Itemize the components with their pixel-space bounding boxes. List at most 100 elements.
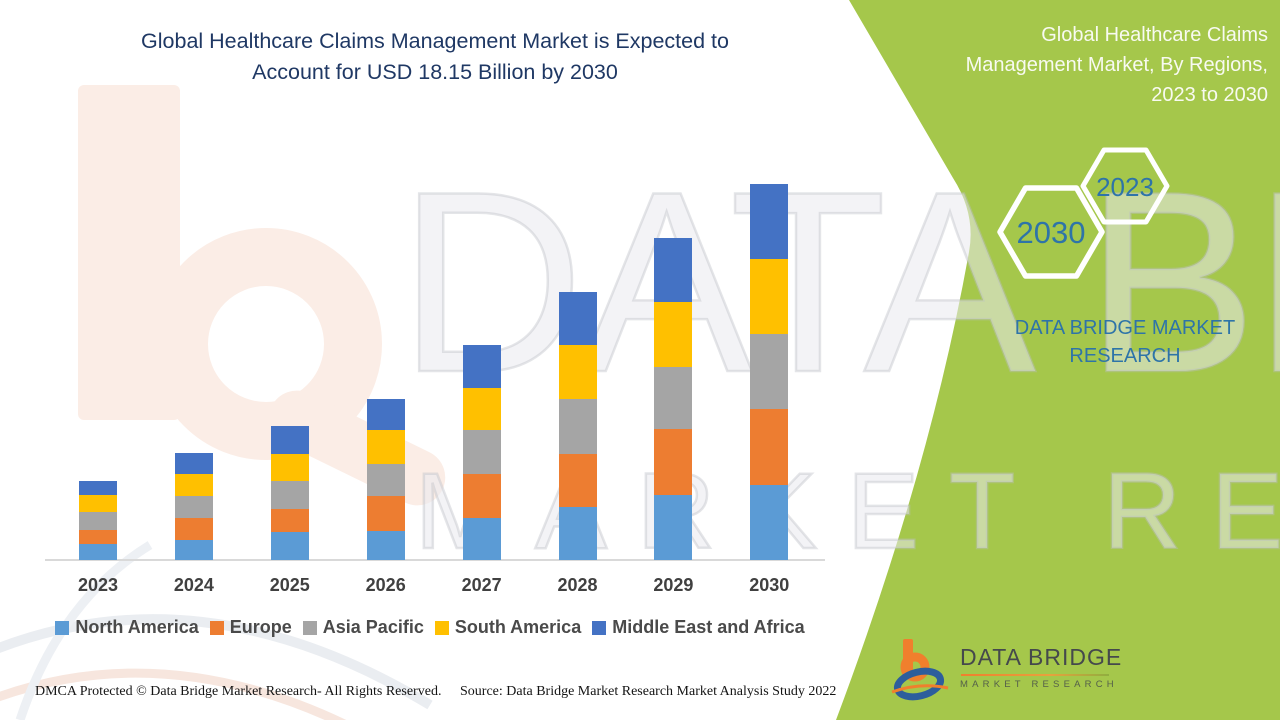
- side-brand-line2: RESEARCH: [1069, 345, 1181, 367]
- x-axis-label-2025: 2025: [269, 575, 310, 595]
- side-title-line2: Management Market, By Regions,: [965, 54, 1268, 76]
- bar-segment-south-america: [558, 345, 597, 400]
- bar-segment-north-america: [654, 495, 693, 560]
- logo-name: DATA BRIDGE: [960, 644, 1123, 670]
- x-axis-line: [45, 559, 825, 561]
- bar-segment-middle-east-and-africa: [654, 238, 693, 302]
- bar-2026: [366, 399, 405, 560]
- bar-segment-north-america: [558, 506, 597, 560]
- legend: North America Europe Asia Pacific South Ame…: [25, 617, 835, 638]
- hexagon-2030-outline: [997, 185, 1105, 279]
- bars-layer: [79, 184, 789, 560]
- side-panel-title: Global Healthcare Claims Management Mark…: [848, 20, 1268, 110]
- bar-segment-north-america: [366, 530, 405, 560]
- bar-segment-south-america: [462, 387, 501, 431]
- hexagon-2023-label: 2023: [1096, 172, 1154, 202]
- bar-segment-europe: [750, 409, 789, 486]
- bar-segment-south-america: [270, 454, 309, 481]
- bar-2027: [462, 345, 501, 560]
- x-axis-label-2029: 2029: [653, 575, 694, 595]
- bar-segment-north-america: [174, 539, 213, 560]
- bar-segment-europe: [558, 453, 597, 507]
- bar-segment-europe: [270, 508, 309, 533]
- bar-segment-asia-pacific: [750, 333, 789, 410]
- legend-item-middle-east-and-africa: Middle East and Africa: [592, 617, 805, 638]
- main-title-line2: Account for USD 18.15 Billion by 2030: [252, 60, 618, 84]
- bar-segment-asia-pacific: [558, 399, 597, 454]
- legend-swatch: [592, 620, 607, 635]
- bar-2028: [558, 291, 597, 560]
- hexagon-2023-outline: [1080, 147, 1170, 225]
- legend-swatch: [55, 620, 70, 635]
- side-title-line3: 2023 to 2030: [1151, 84, 1268, 106]
- x-axis-label-2023: 2023: [77, 575, 119, 595]
- bar-2024: [174, 452, 213, 560]
- bar-segment-south-america: [654, 301, 693, 368]
- legend-label: North America: [75, 617, 199, 637]
- footer-dmca-text: DMCA Protected © Data Bridge Market Rese…: [35, 684, 442, 699]
- legend-swatch: [302, 620, 317, 635]
- x-axis-label-2027: 2027: [461, 575, 502, 595]
- bar-segment-middle-east-and-africa: [366, 399, 405, 431]
- bar-segment-south-america: [174, 474, 213, 497]
- bar-segment-south-america: [79, 495, 117, 512]
- bar-segment-asia-pacific: [79, 511, 117, 530]
- logo-subname: MARKET RESEARCH: [960, 679, 1118, 690]
- legend-item-south-america: South America: [434, 617, 582, 638]
- legend-label: Middle East and Africa: [612, 617, 805, 637]
- bar-segment-middle-east-and-africa: [270, 426, 309, 454]
- bar-segment-asia-pacific: [462, 430, 501, 475]
- legend-item-north-america: North America: [55, 617, 199, 638]
- side-brand-line1: DATA BRIDGE MARKET: [1014, 317, 1236, 339]
- bar-segment-europe: [174, 518, 213, 540]
- bar-2025: [270, 426, 309, 560]
- main-title-line1: Global Healthcare Claims Management Mark…: [141, 29, 729, 53]
- legend-label: Asia Pacific: [322, 617, 424, 637]
- bar-segment-middle-east-and-africa: [462, 345, 501, 388]
- bar-segment-europe: [79, 529, 117, 545]
- bar-segment-north-america: [79, 544, 117, 560]
- bar-segment-middle-east-and-africa: [558, 291, 597, 346]
- x-axis-labels: 2023 2024 2025 2026 2027 2028 2029 2030: [77, 575, 790, 595]
- watermark-logo-b: [78, 85, 455, 515]
- legend-label: Europe: [229, 617, 292, 637]
- legend-item-europe: Europe: [209, 617, 292, 638]
- bar-segment-europe: [462, 474, 501, 518]
- hexagon-2030-label: 2030: [1017, 215, 1086, 250]
- bar-segment-middle-east-and-africa: [174, 452, 213, 475]
- legend-label: South America: [454, 617, 582, 637]
- footer-source-text: Source: Data Bridge Market Research Mark…: [460, 684, 837, 699]
- legend-swatch: [434, 620, 449, 635]
- legend-swatch: [209, 620, 224, 635]
- bar-segment-europe: [366, 496, 405, 531]
- legend-item-asia-pacific: Asia Pacific: [302, 617, 424, 638]
- bar-segment-europe: [654, 429, 693, 496]
- x-axis-label-2030: 2030: [749, 575, 790, 595]
- dbmr-logo-icon: [891, 639, 949, 701]
- bar-segment-south-america: [750, 258, 789, 334]
- bar-segment-middle-east-and-africa: [750, 184, 789, 259]
- side-brand-text: DATA BRIDGE MARKET RESEARCH: [960, 314, 1280, 370]
- bar-segment-north-america: [750, 485, 789, 560]
- bar-2023: [79, 480, 117, 560]
- bar-segment-asia-pacific: [174, 496, 213, 519]
- side-title-line1: Global Healthcare Claims: [1041, 24, 1268, 46]
- bar-2029: [654, 238, 693, 560]
- bar-segment-south-america: [366, 430, 405, 465]
- bar-segment-asia-pacific: [654, 367, 693, 430]
- bar-segment-asia-pacific: [270, 480, 309, 509]
- x-axis-label-2024: 2024: [173, 575, 214, 595]
- bar-2030: [750, 184, 789, 560]
- x-axis-label-2026: 2026: [365, 575, 406, 595]
- bar-segment-asia-pacific: [366, 464, 405, 497]
- hexagon-badges: 2030 2023: [997, 147, 1170, 279]
- logo-underline: [961, 674, 1109, 676]
- bar-segment-middle-east-and-africa: [79, 480, 117, 496]
- bar-segment-north-america: [462, 517, 501, 560]
- dbmr-logo: DATA BRIDGE MARKET RESEARCH: [890, 636, 1122, 702]
- x-axis-label-2028: 2028: [557, 575, 598, 595]
- bar-segment-north-america: [270, 532, 309, 560]
- main-title: Global Healthcare Claims Management Mark…: [70, 26, 800, 88]
